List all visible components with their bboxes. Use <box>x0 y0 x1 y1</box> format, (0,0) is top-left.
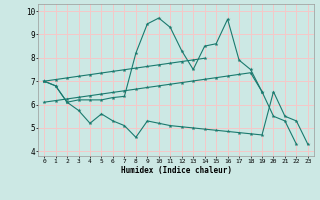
X-axis label: Humidex (Indice chaleur): Humidex (Indice chaleur) <box>121 166 231 175</box>
